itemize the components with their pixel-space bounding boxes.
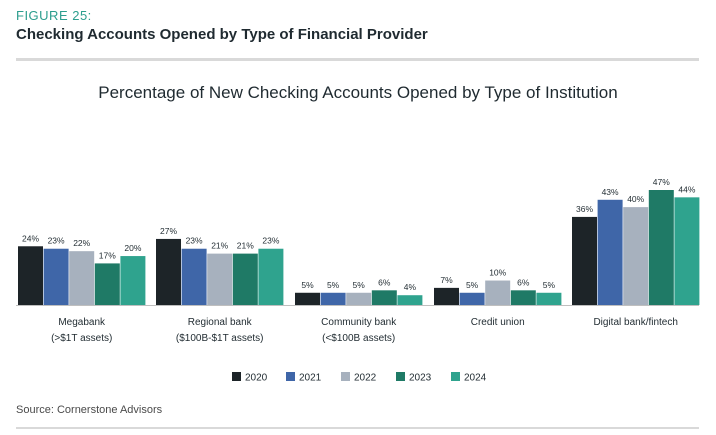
bottom-divider	[16, 427, 699, 429]
category-label: (<$100B assets)	[322, 333, 395, 344]
legend-swatch-2023	[396, 372, 405, 381]
bar-value-label: 23%	[186, 236, 203, 246]
bar-value-label: 6%	[517, 277, 530, 287]
bar-value-label: 4%	[404, 282, 417, 292]
bar-2020-2	[295, 292, 320, 305]
bar-value-label: 23%	[48, 236, 65, 246]
category-label: Megabank	[58, 317, 106, 328]
source-note: Source: Cornerstone Advisors	[16, 404, 163, 416]
bar-2021-3	[459, 292, 485, 305]
bar-value-label: 22%	[73, 238, 90, 248]
bar-2020-0	[18, 246, 43, 305]
legend-swatch-2024	[451, 372, 460, 381]
legend-swatch-2022	[341, 372, 350, 381]
category-label: Digital bank/fintech	[593, 317, 678, 328]
bar-2024-3	[536, 292, 562, 305]
legend-label-2024: 2024	[464, 373, 487, 384]
bar-value-label: 5%	[301, 280, 314, 290]
bar-value-label: 36%	[576, 204, 593, 214]
category-label: Regional bank	[188, 317, 253, 328]
figure-title: Checking Accounts Opened by Type of Fina…	[16, 26, 428, 43]
bar-value-label: 17%	[99, 250, 116, 260]
bar-2022-1	[207, 253, 233, 305]
legend-label-2023: 2023	[409, 373, 432, 384]
bar-2023-3	[510, 290, 536, 305]
bar-value-label: 5%	[327, 280, 340, 290]
bar-value-label: 10%	[489, 268, 506, 278]
legend-swatch-2020	[232, 372, 241, 381]
bar-2020-1	[156, 238, 181, 305]
chart-title: Percentage of New Checking Accounts Open…	[98, 83, 617, 102]
bar-2021-4	[597, 199, 623, 305]
bar-2022-3	[485, 280, 511, 305]
bar-value-label: 24%	[22, 233, 39, 243]
category-label: Community bank	[321, 317, 397, 328]
bar-value-label: 47%	[653, 177, 670, 187]
bar-value-label: 5%	[543, 280, 556, 290]
bar-value-label: 7%	[440, 275, 453, 285]
category-labels: Megabank (>$1T assets) Regional bank ($100B…	[51, 317, 678, 344]
bar-value-label: 44%	[678, 184, 695, 194]
bar-2023-0	[94, 263, 120, 305]
bar-2022-2	[346, 292, 372, 305]
bar-2023-1	[232, 253, 258, 305]
figure-label: FIGURE 25:	[16, 8, 92, 23]
bar-value-label: 40%	[627, 194, 644, 204]
legend-label-2020: 2020	[245, 373, 268, 384]
bar-value-label: 23%	[262, 236, 279, 246]
bar-2022-0	[69, 251, 95, 305]
bar-2020-3	[434, 287, 459, 305]
legend: 2020 2021 2022 2023 2024	[232, 372, 487, 384]
bar-value-label: 21%	[237, 241, 254, 251]
bar-value-label: 20%	[124, 243, 141, 253]
bar-value-label: 27%	[160, 226, 177, 236]
legend-swatch-2021	[286, 372, 295, 381]
bars-group: 24% 23% 22% 17% 20% 27% 23% 21% 21% 23% 5% 5% 5% 6% 4%…	[18, 177, 700, 305]
category-label: Credit union	[471, 317, 525, 328]
bar-value-label: 5%	[353, 280, 366, 290]
legend-label-2022: 2022	[354, 373, 377, 384]
bar-2021-2	[320, 292, 346, 305]
bar-2021-1	[181, 248, 207, 305]
legend-label-2021: 2021	[299, 373, 322, 384]
bar-2023-2	[371, 290, 397, 305]
bar-2024-2	[397, 295, 423, 305]
bar-2024-1	[258, 248, 284, 305]
top-divider	[16, 58, 699, 61]
bar-value-label: 6%	[378, 277, 391, 287]
category-label: (>$1T assets)	[51, 333, 112, 344]
bar-2024-4	[674, 197, 700, 305]
bar-value-label: 21%	[211, 241, 228, 251]
bar-2023-4	[648, 190, 674, 305]
bar-2020-4	[572, 216, 597, 305]
bar-chart: Percentage of New Checking Accounts Open…	[16, 83, 700, 384]
category-label: ($100B-$1T assets)	[176, 333, 264, 344]
bar-2021-0	[43, 248, 69, 305]
bar-value-label: 5%	[466, 280, 479, 290]
bar-value-label: 43%	[602, 187, 619, 197]
bar-2022-4	[623, 207, 649, 305]
bar-2024-0	[120, 256, 146, 305]
